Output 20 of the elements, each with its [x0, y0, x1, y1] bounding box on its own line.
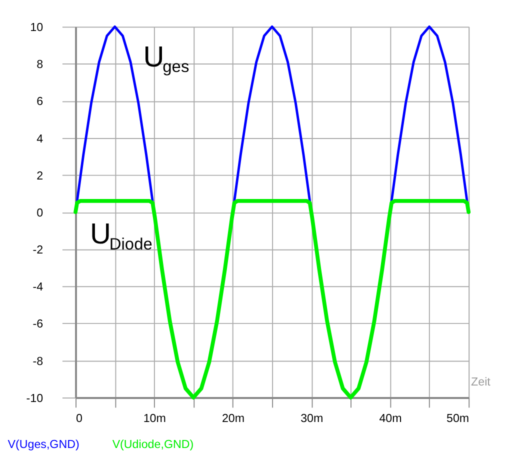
- x-tick-label: 20m: [222, 412, 245, 426]
- y-tick-label: -6: [32, 318, 44, 331]
- y-tick-label: -10: [26, 392, 44, 405]
- x-tick-label: 50m: [446, 412, 470, 426]
- y-tick-label: 4: [36, 132, 44, 146]
- y-tick-label: 10: [30, 21, 44, 34]
- x-tick-label: 10m: [143, 412, 166, 426]
- text: V(Udiode,GND): [112, 438, 194, 451]
- text: V(Uges,GND): [8, 438, 80, 451]
- y-tick-label: -2: [32, 244, 44, 257]
- x-tick-label: 40m: [379, 412, 402, 426]
- y-tick-label: 6: [36, 95, 44, 108]
- y-tick-label: 2: [36, 169, 44, 182]
- x-axis-title: Zeit: [471, 375, 492, 388]
- y-tick-label: -8: [32, 354, 44, 368]
- y-tick-label: 8: [36, 58, 44, 72]
- y-tick-label: -4: [32, 280, 44, 294]
- x-tick-label: 30m: [300, 412, 324, 426]
- x-tick-label: 0: [76, 412, 82, 426]
- y-tick-label: 0: [36, 206, 44, 220]
